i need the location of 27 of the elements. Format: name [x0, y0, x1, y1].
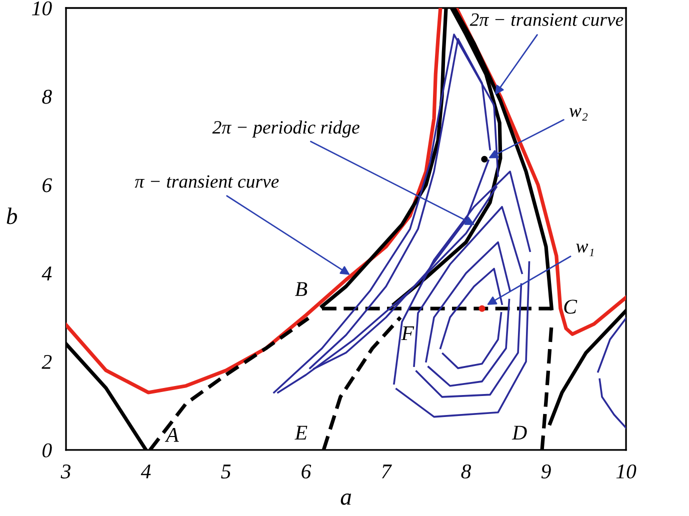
x-tick-label: 9	[541, 464, 551, 478]
annotation: F	[401, 326, 414, 340]
annotation: w₁	[576, 244, 594, 256]
y-tick-label: 10	[32, 1, 52, 16]
y-tick-label: 6	[42, 178, 52, 192]
y-axis-title: b	[6, 208, 18, 224]
x-axis-title: a	[340, 494, 352, 505]
x-tick-label: 10	[616, 464, 636, 478]
annotation: D	[512, 426, 527, 440]
annotation: A	[164, 428, 179, 442]
annotation: 2π − transient curve	[470, 13, 624, 26]
y-tick-label: 2	[42, 354, 52, 369]
annotation: w₂	[569, 108, 588, 121]
annotation: E	[294, 426, 308, 440]
y-tick-label: 0	[42, 443, 52, 458]
x-tick-label: 5	[221, 464, 231, 478]
annotation: π − transient curve	[134, 175, 279, 188]
x-tick-label: 4	[140, 464, 151, 478]
x-tick-label: 8	[461, 464, 471, 478]
annotation: 2π − periodic ridge	[212, 120, 360, 138]
y-tick-label: 8	[42, 90, 52, 104]
y-tick-label: 4	[42, 266, 52, 280]
annotation: B	[295, 282, 308, 296]
x-tick-label: 6	[302, 464, 312, 478]
x-tick-label: 3	[60, 464, 70, 478]
x-tick-label: 7	[382, 464, 392, 478]
annotation: C	[564, 300, 578, 314]
